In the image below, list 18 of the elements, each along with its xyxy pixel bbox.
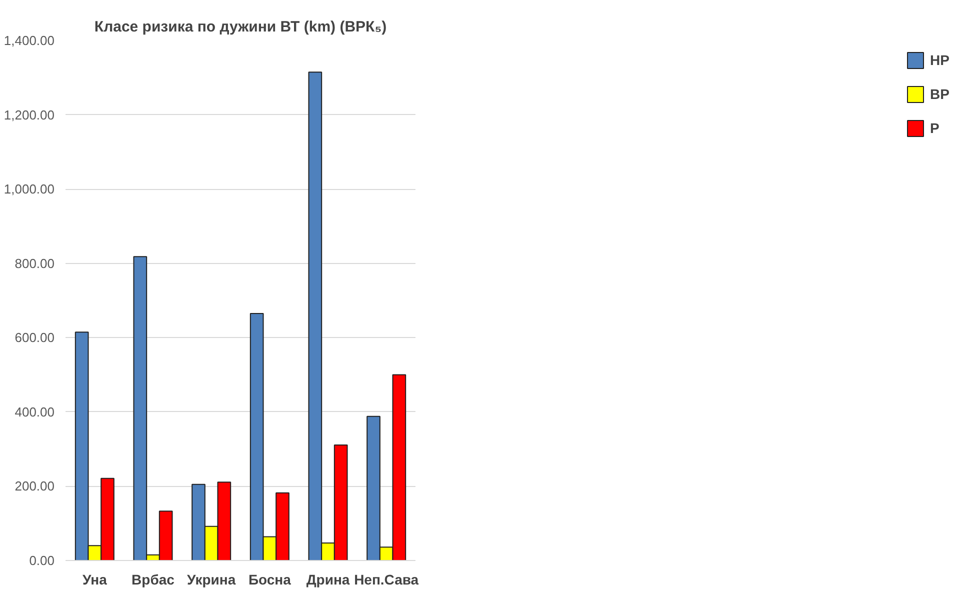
x-tick-label: Уна xyxy=(82,572,108,588)
y-tick-label: 0.00 xyxy=(29,553,55,568)
x-tick-label: Босна xyxy=(248,572,292,588)
chart-title: Класе ризика по дужини ВТ (km) (ВРК₅) xyxy=(94,18,387,36)
legend-label: НР xyxy=(930,52,950,68)
x-tick-label: Неп.Сава xyxy=(354,572,419,588)
x-tick-label: Укрина xyxy=(187,572,236,588)
x-tick-label: Врбас xyxy=(132,572,175,588)
y-tick-label: 600.00 xyxy=(14,330,55,346)
y-tick-label: 400.00 xyxy=(14,404,55,420)
x-tick-label: Дрина xyxy=(306,572,350,588)
legend-label: Р xyxy=(930,120,940,136)
y-tick-label: 800.00 xyxy=(14,256,55,271)
y-tick-label: 200.00 xyxy=(14,478,55,494)
legend-label: ВР xyxy=(930,86,950,102)
y-tick-label: 1,000.00 xyxy=(4,182,55,197)
y-tick-label: 1,200.00 xyxy=(4,107,55,122)
y-tick-label: 1,400.00 xyxy=(4,33,55,48)
